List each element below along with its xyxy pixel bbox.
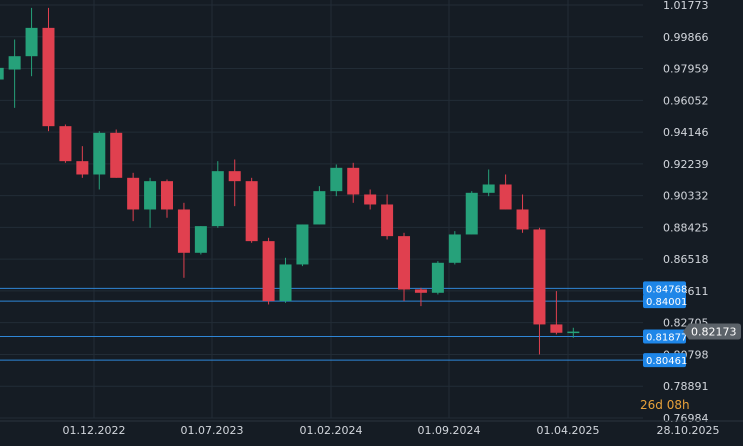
candle-body	[211, 171, 224, 227]
candle-body	[42, 27, 55, 127]
candle-body	[279, 264, 292, 302]
candle-body	[448, 234, 461, 263]
candle-body	[398, 236, 411, 290]
candle-body	[262, 241, 275, 302]
candle-body	[228, 171, 241, 182]
candle-body	[482, 184, 495, 193]
candle-body	[550, 324, 563, 333]
candle-body	[313, 191, 326, 225]
bar-countdown: 26d 08h	[640, 398, 690, 412]
current-price-label: 0.82173	[691, 326, 737, 339]
candle-body	[8, 56, 21, 70]
y-tick-label: 0.97959	[663, 63, 709, 76]
candle-body	[296, 224, 309, 265]
candle-body	[25, 27, 38, 57]
candle-body	[110, 132, 123, 178]
y-tick-label: 0.99866	[663, 31, 709, 44]
candle-body	[414, 289, 427, 293]
candle-body	[567, 331, 580, 334]
candle-body	[144, 181, 157, 210]
level-label: 0.80461	[646, 356, 687, 367]
y-tick-label: 0.92239	[663, 158, 709, 171]
candle-body	[330, 167, 343, 192]
countdown-days: 26d	[640, 398, 663, 412]
x-tick-label: 28.10.2025	[657, 424, 720, 437]
level-label-box	[643, 329, 686, 344]
y-tick-label: 0.88425	[663, 221, 709, 234]
x-tick-label: 01.07.2023	[181, 424, 244, 437]
y-tick-label: 0.76984	[663, 412, 709, 425]
candle-body	[76, 161, 89, 175]
y-tick-label: 0.94146	[663, 126, 709, 139]
candle-body	[364, 194, 377, 205]
x-tick-label: 01.09.2024	[418, 424, 481, 437]
level-label-box	[643, 281, 686, 296]
candle-body	[127, 177, 140, 210]
level-label-box	[643, 353, 686, 368]
candle-body	[0, 67, 4, 80]
x-tick-label: 01.04.2025	[537, 424, 600, 437]
candle-body	[194, 226, 207, 253]
candle-body	[465, 192, 478, 235]
level-label-box	[643, 294, 686, 309]
candle-body	[161, 181, 173, 210]
candle-body	[59, 126, 72, 162]
countdown-hours: 08h	[666, 398, 690, 412]
candle-body	[347, 167, 360, 195]
candle-body	[245, 181, 258, 242]
candle-body	[533, 229, 546, 325]
candle-body	[177, 209, 190, 253]
current-price-tag	[683, 323, 741, 340]
x-tick-label: 01.02.2024	[300, 424, 363, 437]
y-tick-label: 0.86518	[663, 253, 709, 266]
candle-body	[93, 132, 106, 175]
candle-body	[516, 209, 529, 230]
y-tick-label: 0.96052	[663, 94, 709, 107]
candle-body	[499, 184, 512, 210]
candle-body	[381, 204, 394, 237]
y-tick-label: 0.78891	[663, 380, 709, 393]
y-tick-label: 1.01773	[663, 0, 709, 12]
level-label: 0.81877	[646, 332, 687, 343]
y-tick-label: 0.90332	[663, 190, 709, 203]
level-label: 0.84001	[646, 297, 687, 308]
candle-body	[431, 262, 444, 293]
level-label: 0.84768	[646, 284, 687, 295]
x-tick-label: 01.12.2022	[63, 424, 126, 437]
